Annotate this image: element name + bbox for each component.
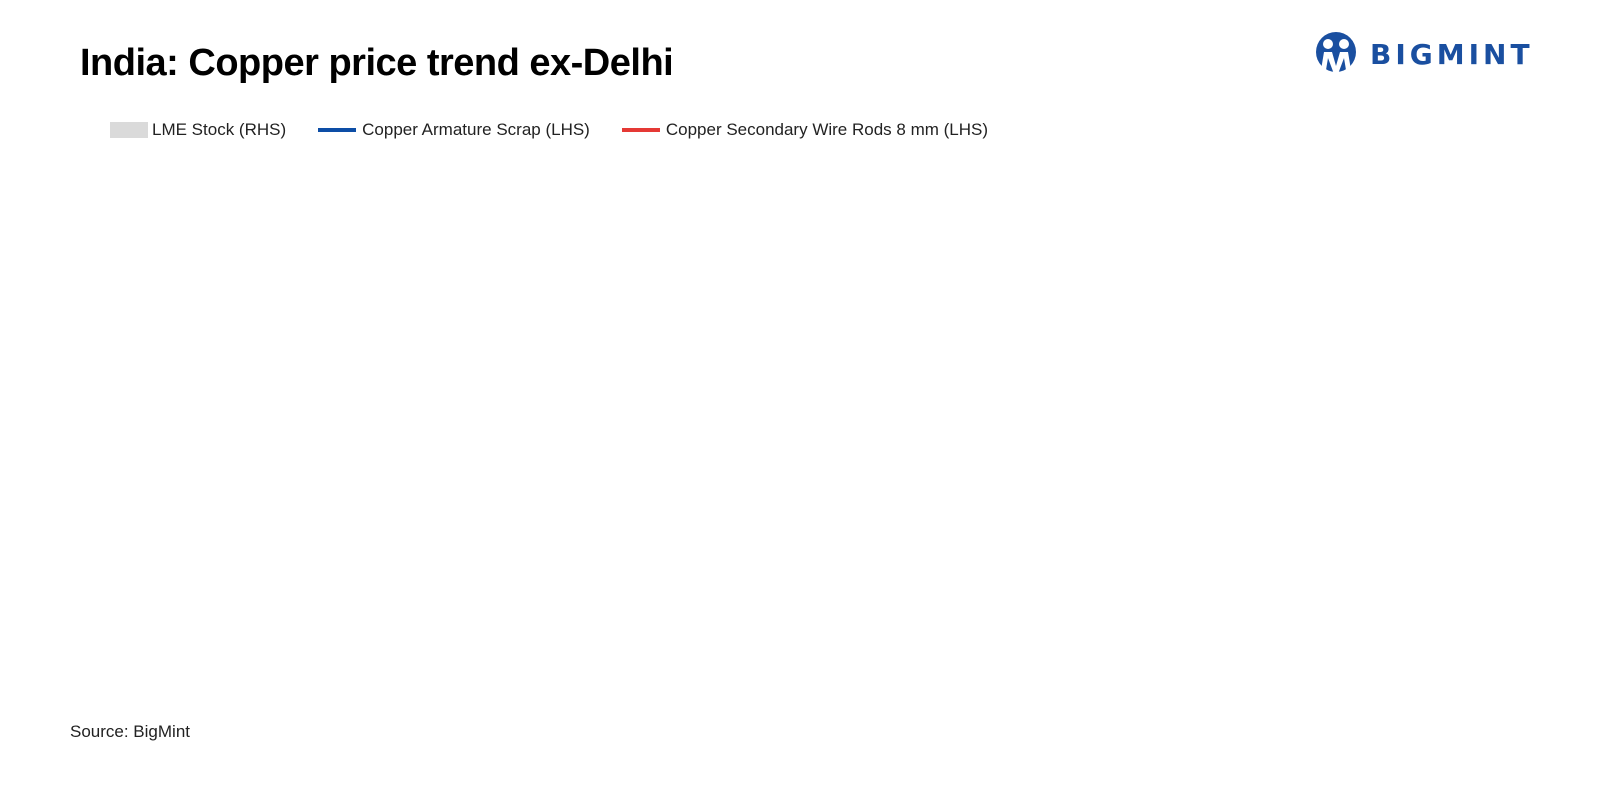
y-tick-label: 680,000 — [92, 477, 168, 500]
x-tick-label: 11-Aug-24 — [1257, 592, 1276, 670]
y2-tick-label: 160,000 — [1388, 449, 1464, 472]
y2-tick-label: 220,000 — [1388, 331, 1464, 354]
y-tick-label: 800,000 — [92, 342, 168, 365]
y2-tick-label: 200,000 — [1388, 371, 1464, 394]
legend-label: Copper Secondary Wire Rods 8 mm (LHS) — [665, 120, 989, 139]
y-tick-label: 720,000 — [92, 432, 168, 455]
x-tick-label: 27-Aug-24 — [1359, 592, 1378, 671]
x-tick-label: 23-May-24 — [745, 592, 764, 673]
page-title: India: Copper price trend ex-Delhi — [80, 42, 674, 84]
x-tick-label: 26-Jul-24 — [1154, 592, 1173, 663]
legend-item-armature-scrap: Copper Armature Scrap (LHS) — [318, 120, 590, 140]
logo-text: BIGMINT — [1370, 37, 1534, 71]
people-circle-icon — [1316, 32, 1356, 74]
x-tick-label: 24-Jun-24 — [950, 592, 969, 669]
wire-rods-line — [191, 233, 1369, 442]
x-tick-label: 25-Feb-24 — [183, 592, 202, 670]
legend-label: Copper Armature Scrap (LHS) — [362, 120, 590, 139]
y-tick-label: 880,000 — [92, 253, 168, 276]
x-tick-label: 19-Aug-24 — [1308, 592, 1327, 671]
y2-tick-label: 260,000 — [1388, 253, 1464, 276]
x-tick-label: 15-May-24 — [694, 592, 713, 673]
y-tick-label: 760,000 — [92, 387, 168, 410]
y2-tick-label: 140,000 — [1388, 488, 1464, 511]
x-tick-label: 28-Mar-24 — [388, 592, 407, 670]
y2-tick-label: 100,000 — [1388, 567, 1464, 590]
legend-label: LME Stock (RHS) — [152, 120, 287, 139]
y2-tick-label: 240,000 — [1388, 292, 1464, 315]
x-tick-label: 29-Apr-24 — [592, 592, 611, 668]
y-tick-label: 640,000 — [92, 522, 168, 545]
x-tick-label: 4-Mar-24 — [234, 592, 253, 661]
y2-axis-label: Stocks in tonnes — [1511, 323, 1528, 440]
x-tick-label: 16-Jun-24 — [899, 592, 918, 669]
x-tick-label: 5-Apr-24 — [439, 592, 458, 658]
y2-tick-label: 180,000 — [1388, 410, 1464, 433]
legend: LME Stock (RHS) Copper Armature Scrap (L… — [110, 120, 1020, 140]
armature-scrap-line — [192, 302, 1369, 486]
x-tick-label: 3-Aug-24 — [1206, 592, 1225, 662]
y-axis-label: Prices in INR/t — [34, 330, 51, 433]
x-tick-label: 31-May-24 — [797, 592, 816, 673]
y-tick-label: 920,000 — [92, 208, 168, 231]
x-tick-label: 2-Jul-24 — [1001, 592, 1020, 653]
y2-tick-label: 300,000 — [1388, 174, 1464, 197]
y-tick-label: 600,000 — [92, 567, 168, 590]
y2-tick-label: 280,000 — [1388, 213, 1464, 236]
x-tick-label: 20-Mar-24 — [336, 592, 355, 670]
x-tick-label: 18-Jul-24 — [1103, 592, 1122, 663]
source-note: Source: BigMint — [70, 722, 190, 741]
y-tick-label: 840,000 — [92, 298, 168, 321]
bigmint-logo: BIGMINT — [1312, 30, 1534, 78]
legend-swatch-line — [318, 128, 357, 132]
x-tick-label: 8-Jun-24 — [848, 592, 867, 659]
x-tick-label: 12-Mar-24 — [285, 592, 304, 670]
legend-swatch-line — [621, 128, 660, 132]
x-tick-label: 10-Jul-24 — [1052, 592, 1071, 663]
legend-swatch-area — [110, 122, 148, 138]
legend-item-wire-rods: Copper Secondary Wire Rods 8 mm (LHS) — [621, 120, 989, 140]
x-tick-label: 7-May-24 — [643, 592, 662, 664]
x-tick-label: 21-Apr-24 — [541, 592, 560, 668]
y2-tick-label: 120,000 — [1388, 528, 1464, 551]
legend-item-lme-stock: LME Stock (RHS) — [110, 120, 286, 140]
lme-stock-area — [192, 185, 1368, 578]
x-tick-label: 13-Apr-24 — [490, 592, 509, 668]
